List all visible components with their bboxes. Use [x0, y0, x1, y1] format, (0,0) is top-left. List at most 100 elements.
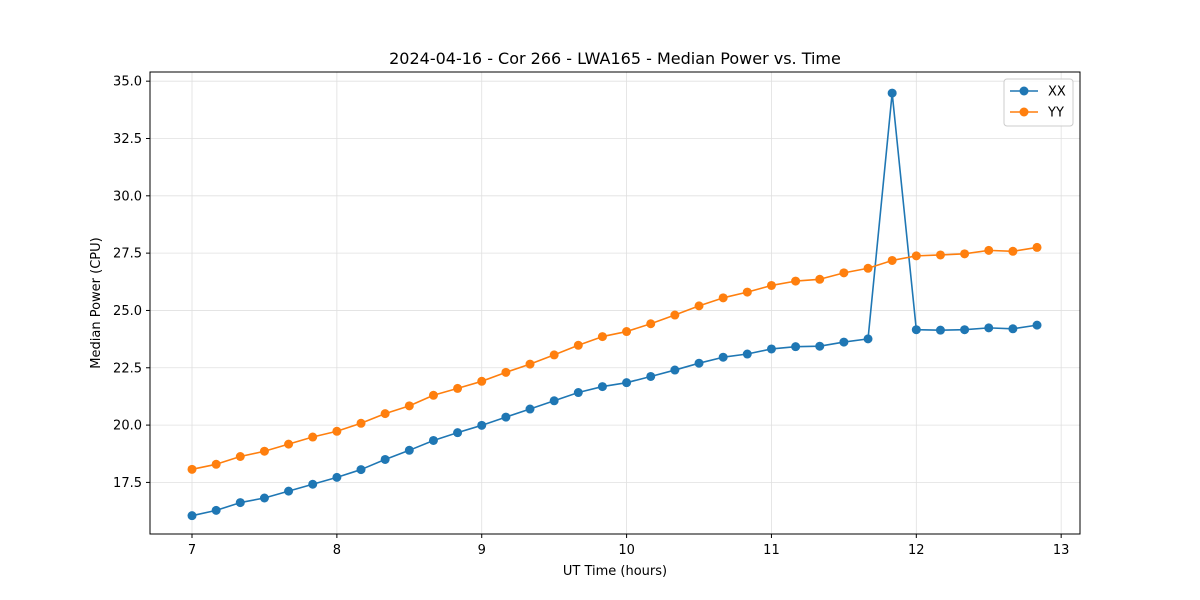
data-point-yy: [284, 439, 294, 449]
data-point-xx: [742, 349, 752, 359]
data-point-xx: [356, 465, 366, 475]
data-point-xx: [211, 505, 221, 515]
data-point-yy: [911, 251, 921, 261]
legend-entry-xx: XX: [1010, 85, 1066, 100]
data-point-yy: [356, 418, 366, 428]
data-point-yy: [815, 274, 825, 284]
data-point-xx: [1008, 324, 1018, 334]
data-point-xx: [597, 382, 607, 392]
data-point-xx: [815, 341, 825, 351]
y-tick-label: 35.0: [113, 75, 142, 90]
grid-layer: [150, 72, 1080, 534]
y-tick-label: 22.5: [113, 361, 142, 376]
data-point-yy: [549, 350, 559, 360]
data-point-yy: [670, 310, 680, 320]
data-point-yy: [332, 426, 342, 436]
data-point-yy: [694, 301, 704, 311]
data-point-xx: [573, 388, 583, 398]
data-point-yy: [1032, 242, 1042, 252]
x-axis-label: UT Time (hours): [563, 564, 667, 579]
data-point-xx: [477, 420, 487, 430]
x-tick-label: 12: [908, 543, 925, 558]
data-point-xx: [525, 404, 535, 414]
y-axis-label: Median Power (CPU): [89, 237, 104, 368]
data-point-xx: [284, 486, 294, 496]
legend-entry-yy: YY: [1010, 106, 1064, 121]
data-point-xx: [791, 342, 801, 352]
data-point-yy: [308, 432, 318, 442]
data-point-xx: [549, 396, 559, 406]
data-point-xx: [911, 325, 921, 335]
data-point-yy: [622, 327, 632, 337]
data-point-xx: [235, 498, 245, 508]
series-layer: [187, 88, 1042, 521]
y-tick-label: 17.5: [113, 476, 142, 491]
data-point-xx: [935, 325, 945, 335]
data-point-xx: [839, 337, 849, 347]
data-point-yy: [863, 263, 873, 273]
data-point-yy: [839, 268, 849, 278]
data-point-yy: [453, 383, 463, 393]
data-point-xx: [622, 378, 632, 388]
data-point-yy: [766, 280, 776, 290]
series-xx: [187, 88, 1042, 521]
ticks-layer: 7 8 9 10 11 12 13 17.5 20.0 22.5 25.0 27.5 30.0 32.5 3…: [113, 75, 1069, 558]
legend: XX YY: [1003, 78, 1074, 127]
plot-frame: [149, 71, 1081, 535]
data-point-yy: [718, 293, 728, 303]
y-tick-label: 27.5: [113, 247, 142, 262]
data-point-yy: [235, 452, 245, 461]
series-yy: [187, 242, 1042, 474]
data-point-xx: [863, 334, 873, 344]
legend-label: XX: [1048, 85, 1066, 100]
x-tick-label: 9: [478, 543, 486, 558]
data-point-xx: [670, 365, 680, 375]
x-tick-label: 13: [1053, 543, 1070, 558]
y-tick-label: 30.0: [113, 189, 142, 204]
data-point-yy: [187, 464, 197, 474]
data-point-yy: [428, 390, 438, 400]
data-point-yy: [477, 376, 487, 386]
chart-title: 2024-04-16 - Cor 266 - LWA165 - Median P…: [389, 49, 841, 68]
data-point-yy: [935, 250, 945, 260]
data-point-xx: [887, 88, 897, 98]
series-line-xx: [191, 92, 1038, 517]
data-point-xx: [308, 479, 318, 489]
data-point-yy: [984, 245, 994, 255]
data-point-xx: [984, 323, 994, 333]
legend-marker: [1019, 107, 1029, 117]
data-point-yy: [791, 276, 801, 286]
data-point-xx: [718, 352, 728, 362]
data-point-yy: [380, 409, 390, 419]
legend-items: XX YY: [1010, 85, 1066, 121]
data-point-yy: [573, 340, 583, 350]
data-point-yy: [646, 319, 656, 329]
data-point-xx: [646, 371, 656, 381]
data-point-xx: [694, 358, 704, 368]
data-point-xx: [766, 344, 776, 354]
data-point-yy: [259, 446, 269, 456]
y-tick-label: 32.5: [113, 132, 142, 147]
data-point-yy: [525, 359, 535, 369]
data-point-xx: [380, 454, 390, 464]
y-tick-label: 25.0: [113, 304, 142, 319]
data-point-yy: [960, 249, 970, 259]
data-point-yy: [211, 459, 221, 469]
x-tick-label: 10: [618, 543, 635, 558]
data-point-xx: [453, 428, 463, 438]
data-point-xx: [960, 325, 970, 335]
data-point-xx: [501, 412, 511, 422]
legend-label: YY: [1047, 106, 1064, 121]
data-point-yy: [887, 255, 897, 265]
data-point-yy: [1008, 246, 1018, 256]
data-point-xx: [187, 511, 197, 521]
x-tick-label: 8: [333, 543, 341, 558]
series-line-yy: [191, 246, 1038, 471]
data-point-xx: [428, 435, 438, 445]
x-tick-label: 7: [188, 543, 196, 558]
data-point-xx: [1032, 320, 1042, 330]
data-point-xx: [332, 472, 342, 482]
x-tick-label: 11: [763, 543, 780, 558]
